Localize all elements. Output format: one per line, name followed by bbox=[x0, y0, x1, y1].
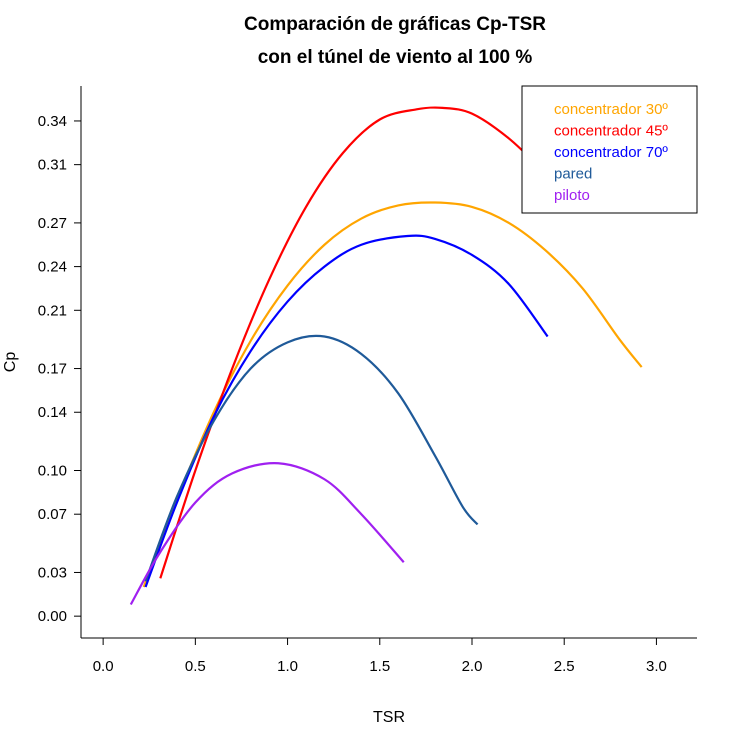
y-axis-ticks: 0.00 0.03 0.07 0.10 0.14 0.17 0.21 0.24 0.27 0.31… bbox=[38, 113, 81, 625]
y-tick-label: 0.10 bbox=[38, 463, 67, 480]
legend-entry: piloto bbox=[554, 187, 590, 204]
legend-entry: pared bbox=[554, 166, 592, 183]
y-tick-label: 0.27 bbox=[38, 215, 67, 232]
chart-title-line-2: con el túnel de viento al 100 % bbox=[258, 47, 533, 68]
legend-entry: concentrador 45º bbox=[554, 123, 668, 140]
x-tick-label: 2.5 bbox=[554, 658, 575, 675]
y-tick-label: 0.24 bbox=[38, 259, 67, 276]
x-tick-label: 3.0 bbox=[646, 658, 667, 675]
legend-entry: concentrador 70º bbox=[554, 144, 668, 161]
legend-entry: concentrador 30º bbox=[554, 101, 668, 118]
x-tick-label: 2.0 bbox=[462, 658, 483, 675]
x-axis-label: TSR bbox=[373, 709, 405, 726]
y-axis-label: Cp bbox=[2, 352, 19, 373]
series-line-3 bbox=[144, 234, 549, 588]
x-tick-label: 1.5 bbox=[369, 658, 390, 675]
y-tick-label: 0.21 bbox=[38, 302, 67, 319]
y-tick-label: 0.34 bbox=[38, 113, 67, 130]
chart-title-line-1: Comparación de gráficas Cp-TSR bbox=[244, 14, 546, 35]
legend-box bbox=[521, 85, 698, 214]
x-axis-ticks: 0.0 0.5 1.0 1.5 2.0 2.5 3.0 bbox=[93, 638, 667, 675]
series-line-2 bbox=[159, 106, 556, 579]
y-tick-label: 0.07 bbox=[38, 506, 67, 523]
series-line-1 bbox=[142, 201, 643, 588]
series-lines bbox=[129, 106, 643, 606]
y-tick-label: 0.00 bbox=[38, 608, 67, 625]
y-tick-label: 0.14 bbox=[38, 404, 67, 421]
x-tick-label: 0.0 bbox=[93, 658, 114, 675]
x-tick-label: 1.0 bbox=[277, 658, 298, 675]
x-tick-label: 0.5 bbox=[185, 658, 206, 675]
legend: concentrador 30º concentrador 45º concentr… bbox=[521, 85, 698, 214]
series-line-5 bbox=[129, 462, 405, 606]
y-tick-label: 0.31 bbox=[38, 157, 67, 174]
series-line-4 bbox=[144, 334, 479, 582]
y-tick-label: 0.17 bbox=[38, 361, 67, 378]
y-tick-label: 0.03 bbox=[38, 564, 67, 581]
